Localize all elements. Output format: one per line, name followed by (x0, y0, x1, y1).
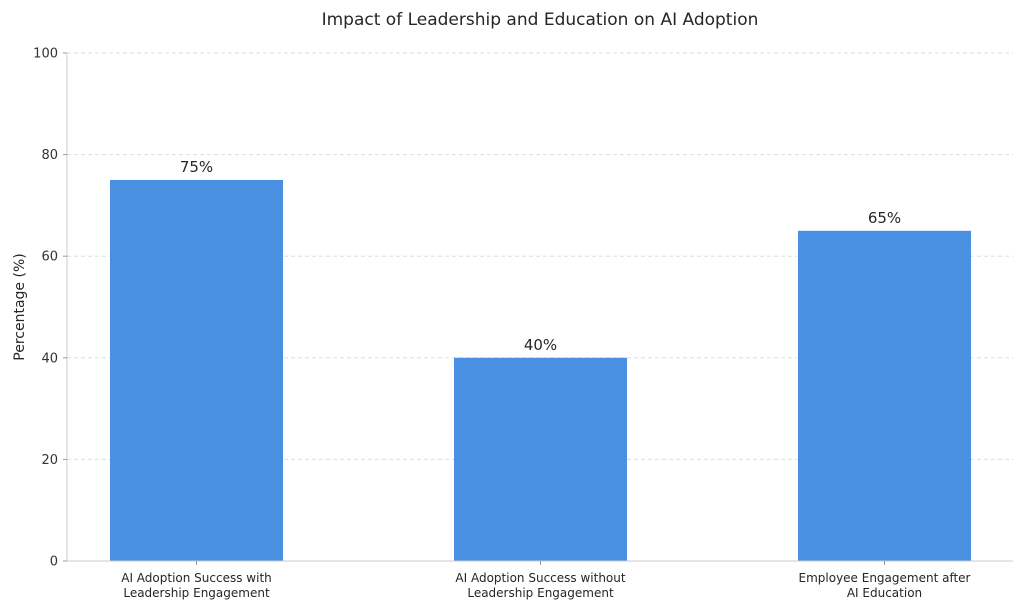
y-axis-label: Percentage (%) (12, 253, 28, 360)
chart-title: Impact of Leadership and Education on AI… (322, 10, 759, 30)
y-tick-label: 40 (41, 351, 58, 366)
y-tick-label: 20 (41, 453, 58, 468)
y-tick-label: 60 (41, 250, 58, 265)
x-tick-label: AI Adoption Success with (121, 571, 272, 585)
bar (454, 357, 627, 561)
data-label: 75% (180, 158, 213, 176)
data-label: 40% (524, 336, 557, 354)
y-tick-label: 100 (33, 47, 58, 62)
bars: 75% 40% 65% (110, 158, 971, 562)
y-tick-label: 0 (50, 555, 58, 570)
bar (798, 230, 971, 562)
x-tick-label: Employee Engagement after (799, 571, 971, 585)
y-tick-label: 80 (41, 148, 58, 163)
x-tick-label: Leadership Engagement (467, 586, 614, 600)
x-tick-label: Leadership Engagement (123, 586, 270, 600)
x-tick-label: AI Adoption Success without (455, 571, 625, 585)
y-ticks: 0 20 40 60 80 100 (33, 47, 67, 570)
data-label: 65% (868, 209, 901, 227)
bar (110, 180, 283, 561)
x-tick-label: AI Education (847, 586, 922, 600)
